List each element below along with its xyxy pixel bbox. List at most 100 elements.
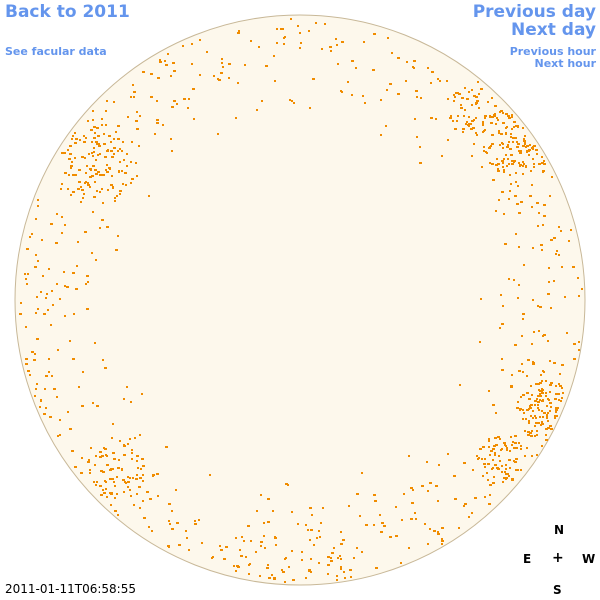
facular-marker (260, 541, 263, 543)
facular-marker (484, 458, 486, 460)
previous-day-link[interactable]: Previous day (472, 2, 596, 22)
facular-marker (71, 138, 73, 140)
facular-marker (516, 203, 519, 205)
facular-marker (449, 117, 452, 119)
facular-marker (111, 175, 113, 177)
facular-marker (94, 132, 96, 134)
facular-marker (497, 170, 500, 172)
facular-marker (173, 100, 176, 102)
facular-marker (37, 205, 39, 207)
facular-marker (540, 244, 543, 246)
facular-marker (543, 334, 546, 336)
facular-marker (167, 53, 169, 55)
facular-marker (541, 410, 543, 412)
facular-marker (103, 133, 105, 135)
facular-marker (488, 147, 491, 149)
facular-marker (533, 331, 535, 333)
facular-marker (529, 432, 532, 434)
facular-marker (435, 118, 437, 120)
facular-marker (235, 537, 237, 539)
facular-marker (221, 58, 223, 60)
see-facular-data-link[interactable]: See facular data (5, 45, 107, 58)
facular-marker (542, 335, 544, 337)
facular-marker (46, 293, 48, 295)
facular-marker (494, 452, 496, 454)
facular-marker (47, 309, 49, 311)
facular-marker (496, 117, 498, 119)
facular-marker (543, 160, 545, 162)
facular-marker (520, 396, 522, 398)
facular-marker (88, 461, 90, 463)
facular-marker (186, 537, 188, 539)
facular-marker (492, 116, 494, 118)
back-to-year-link[interactable]: Back to 2011 (5, 2, 130, 22)
facular-marker (450, 115, 452, 117)
facular-marker (69, 340, 71, 342)
facular-marker (136, 455, 139, 457)
facular-marker (135, 120, 138, 122)
facular-marker (118, 459, 120, 461)
solar-disk (14, 14, 586, 586)
facular-marker (89, 176, 92, 178)
facular-marker (309, 539, 311, 541)
facular-marker (139, 434, 141, 436)
facular-marker (26, 283, 28, 285)
facular-marker (381, 522, 384, 524)
facular-marker (59, 298, 61, 300)
next-day-link[interactable]: Next day (511, 20, 596, 40)
facular-marker (106, 226, 109, 228)
facular-marker (141, 458, 144, 460)
facular-marker (267, 498, 270, 500)
facular-marker (533, 163, 535, 165)
facular-marker (276, 28, 278, 30)
facular-marker (198, 519, 200, 521)
facular-marker (357, 493, 359, 495)
facular-marker (126, 386, 128, 388)
facular-marker (502, 122, 505, 124)
facular-marker (97, 154, 99, 156)
facular-marker (542, 370, 544, 372)
facular-marker (113, 153, 115, 155)
facular-marker (529, 195, 532, 197)
facular-marker (315, 22, 317, 24)
facular-marker (415, 90, 418, 92)
facular-marker (493, 476, 495, 478)
facular-marker (547, 420, 549, 422)
facular-marker (532, 363, 535, 365)
facular-marker (507, 473, 509, 475)
facular-marker (548, 281, 550, 283)
previous-hour-link[interactable]: Previous hour (509, 45, 596, 58)
facular-marker (492, 482, 495, 484)
facular-marker (522, 127, 524, 129)
facular-marker (250, 40, 252, 42)
facular-marker (342, 539, 345, 541)
facular-marker (538, 395, 540, 397)
facular-marker (538, 212, 540, 214)
facular-marker (489, 484, 492, 486)
facular-marker (406, 61, 408, 63)
facular-marker (301, 551, 303, 553)
facular-marker (506, 449, 508, 451)
facular-marker (495, 210, 497, 212)
facular-marker (67, 188, 69, 190)
facular-marker (36, 383, 38, 385)
facular-marker (333, 547, 335, 549)
facular-marker (380, 99, 382, 101)
facular-marker (39, 406, 41, 408)
facular-marker (72, 272, 75, 274)
facular-marker (523, 264, 525, 266)
facular-marker (134, 437, 136, 439)
facular-marker (494, 113, 496, 115)
facular-marker (519, 164, 522, 166)
facular-marker (497, 468, 500, 470)
facular-marker (539, 395, 542, 397)
facular-marker (146, 491, 149, 493)
facular-marker (69, 153, 72, 155)
next-hour-link[interactable]: Next hour (534, 57, 597, 70)
facular-marker (447, 139, 449, 141)
facular-marker (94, 181, 96, 183)
facular-marker (441, 538, 443, 540)
facular-marker (104, 367, 107, 369)
facular-marker (57, 349, 59, 351)
facular-marker (35, 254, 37, 256)
